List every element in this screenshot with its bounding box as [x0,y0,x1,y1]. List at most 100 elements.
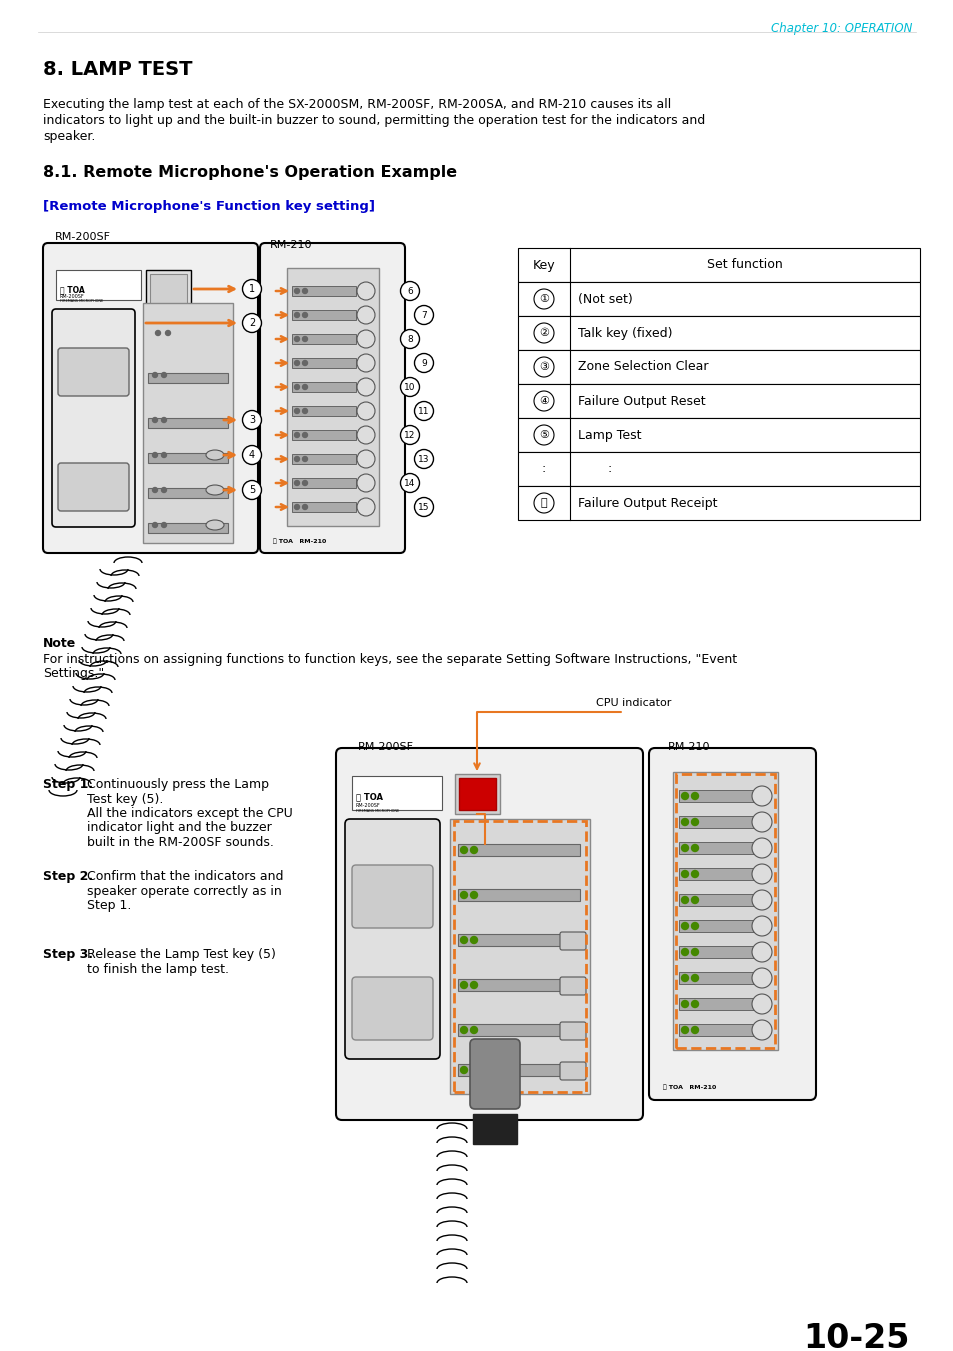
Circle shape [356,499,375,516]
Text: 10: 10 [404,382,416,392]
Text: to finish the lamp test.: to finish the lamp test. [87,962,229,975]
Circle shape [294,481,299,485]
Circle shape [152,523,157,527]
Circle shape [356,378,375,396]
FancyBboxPatch shape [335,748,642,1120]
Bar [292,286,355,296]
FancyBboxPatch shape [260,243,405,553]
Bar [148,523,228,534]
Circle shape [152,417,157,423]
Circle shape [691,844,698,851]
Circle shape [302,289,307,293]
Text: Key: Key [532,258,555,272]
Text: 羊 TOA: 羊 TOA [60,285,85,295]
Circle shape [161,417,167,423]
Text: All the indicators except the CPU: All the indicators except the CPU [87,807,293,820]
Text: 10-25: 10-25 [802,1323,909,1351]
Circle shape [294,361,299,366]
Text: Test key (5).: Test key (5). [87,793,163,805]
Text: 9: 9 [420,358,426,367]
Bar [292,358,355,367]
Bar [292,478,355,488]
Circle shape [152,488,157,493]
Text: RM-200SF: RM-200SF [55,232,111,242]
Circle shape [414,450,433,469]
Text: Step 2.: Step 2. [43,870,93,884]
Circle shape [534,323,554,343]
Circle shape [242,481,261,500]
Bar [517,417,919,453]
Bar [450,819,589,1094]
Circle shape [242,280,261,299]
Circle shape [691,897,698,904]
Circle shape [414,354,433,373]
Text: Settings.": Settings." [43,667,104,680]
Text: 7: 7 [420,311,426,319]
FancyBboxPatch shape [648,748,815,1100]
Text: 5: 5 [249,485,254,494]
Bar [292,454,355,463]
Bar [292,503,355,512]
Text: Failure Output Reset: Failure Output Reset [578,394,705,408]
Circle shape [680,948,688,955]
Circle shape [294,312,299,317]
Text: 4: 4 [249,450,254,459]
Text: RM-210: RM-210 [270,240,313,250]
Circle shape [356,330,375,349]
Bar [679,971,753,984]
Text: indicators to light up and the built-in buzzer to sound, permitting the operatio: indicators to light up and the built-in … [43,113,704,127]
Circle shape [751,865,771,884]
Circle shape [356,282,375,300]
Bar [672,771,778,1050]
Circle shape [400,377,419,396]
Circle shape [161,453,167,458]
Bar [679,998,753,1011]
Circle shape [400,473,419,493]
Bar [679,1024,753,1036]
Text: Zone Selection Clear: Zone Selection Clear [578,361,708,373]
Text: Lamp Test: Lamp Test [578,428,640,442]
Circle shape [294,336,299,342]
Circle shape [680,819,688,825]
Circle shape [470,1066,477,1074]
Circle shape [356,426,375,444]
FancyBboxPatch shape [352,865,433,928]
Circle shape [680,923,688,929]
Text: CPU indicator: CPU indicator [596,698,671,708]
Circle shape [680,1001,688,1008]
Bar [454,821,585,1092]
Text: 14: 14 [404,478,416,488]
Text: RM-200SF: RM-200SF [355,802,380,808]
Bar [56,270,141,300]
Text: 2: 2 [249,317,254,328]
Circle shape [302,408,307,413]
Ellipse shape [206,485,224,494]
Text: speaker.: speaker. [43,130,95,143]
Circle shape [460,981,467,989]
Bar [457,889,579,901]
FancyBboxPatch shape [559,1062,585,1079]
Circle shape [751,994,771,1015]
Circle shape [302,457,307,462]
Circle shape [691,1001,698,1008]
Circle shape [691,948,698,955]
Bar [679,894,753,907]
Circle shape [751,786,771,807]
Bar [517,486,919,520]
Text: FIREMANS MICROPHONE: FIREMANS MICROPHONE [355,809,399,813]
Circle shape [751,969,771,988]
Bar [679,842,753,854]
Bar [679,867,753,880]
FancyBboxPatch shape [559,1021,585,1040]
Text: Step 1.: Step 1. [87,898,132,912]
Circle shape [691,870,698,878]
Circle shape [152,453,157,458]
Bar [679,920,753,932]
Bar [517,282,919,316]
Circle shape [470,936,477,943]
Circle shape [534,493,554,513]
Circle shape [534,426,554,444]
FancyBboxPatch shape [345,819,439,1059]
Circle shape [680,793,688,800]
Bar [148,453,228,463]
